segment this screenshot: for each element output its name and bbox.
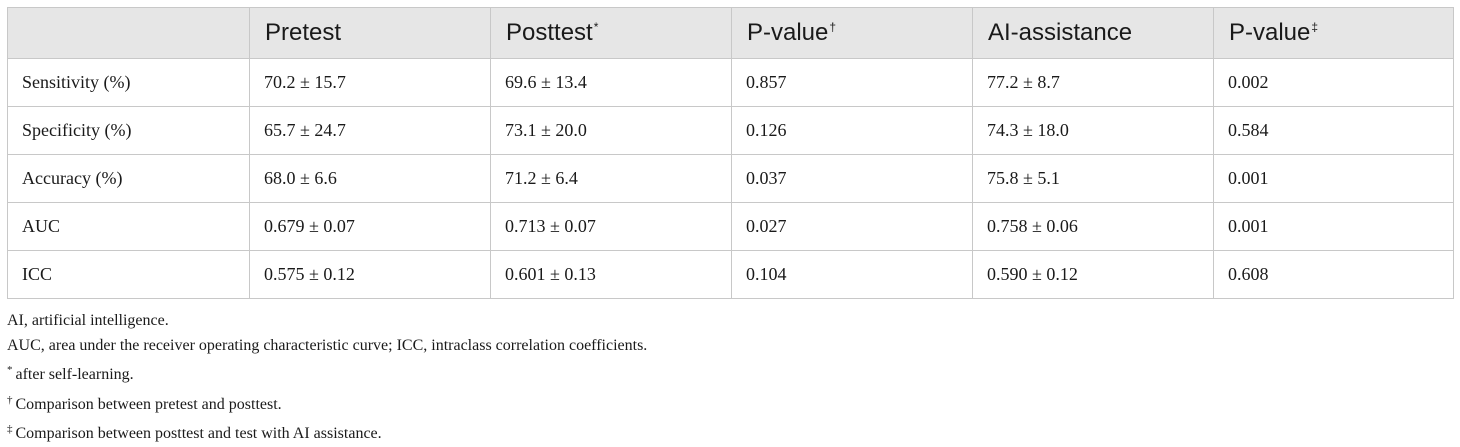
footnote-asterisk: * after self-learning. bbox=[7, 364, 134, 383]
table-cell: 0.679 ± 0.07 bbox=[249, 202, 491, 251]
footnote-mark: * bbox=[7, 364, 13, 376]
footnote-abbrev-auc-icc: AUC, area under the receiver operating c… bbox=[7, 336, 648, 354]
table-cell: 74.3 ± 18.0 bbox=[972, 106, 1214, 155]
table-footnotes: AI, artificial intelligence. AUC, area u… bbox=[7, 309, 647, 447]
row-label: Sensitivity (%) bbox=[7, 58, 250, 107]
table-cell: 0.608 bbox=[1213, 250, 1454, 299]
table-row: ICC 0.575 ± 0.12 0.601 ± 0.13 0.104 0.59… bbox=[7, 250, 1454, 299]
footnote-mark: ‡ bbox=[7, 423, 13, 435]
table-cell: 0.037 bbox=[731, 154, 973, 203]
table-cell: 0.575 ± 0.12 bbox=[249, 250, 491, 299]
header-cell-posttest: Posttest* bbox=[490, 7, 732, 59]
table-cell: 77.2 ± 8.7 bbox=[972, 58, 1214, 107]
table-cell: 0.104 bbox=[731, 250, 973, 299]
header-cell-pretest: Pretest bbox=[249, 7, 491, 59]
table-row: Specificity (%) 65.7 ± 24.7 73.1 ± 20.0 … bbox=[7, 106, 1454, 155]
header-cell-empty bbox=[7, 7, 250, 59]
table-row: Accuracy (%) 68.0 ± 6.6 71.2 ± 6.4 0.037… bbox=[7, 154, 1454, 203]
table-cell: 71.2 ± 6.4 bbox=[490, 154, 732, 203]
header-cell-ai-assistance: AI-assistance bbox=[972, 7, 1214, 59]
table-cell: 0.002 bbox=[1213, 58, 1454, 107]
table-cell: 0.857 bbox=[731, 58, 973, 107]
header-row: Pretest Posttest* P-value† AI-assistance… bbox=[7, 7, 1454, 59]
table-cell: 0.758 ± 0.06 bbox=[972, 202, 1214, 251]
row-label: Accuracy (%) bbox=[7, 154, 250, 203]
results-table: Pretest Posttest* P-value† AI-assistance… bbox=[7, 7, 1454, 299]
row-label: Specificity (%) bbox=[7, 106, 250, 155]
table-cell: 0.001 bbox=[1213, 154, 1454, 203]
header-cell-p-value-2: P-value‡ bbox=[1213, 7, 1454, 59]
table-cell: 73.1 ± 20.0 bbox=[490, 106, 732, 155]
footnote-abbrev-ai: AI, artificial intelligence. bbox=[7, 312, 169, 329]
row-label: ICC bbox=[7, 250, 250, 299]
table-cell: 68.0 ± 6.6 bbox=[249, 154, 491, 203]
table-cell: 65.7 ± 24.7 bbox=[249, 106, 491, 155]
row-label: AUC bbox=[7, 202, 250, 251]
table-cell: 0.713 ± 0.07 bbox=[490, 202, 732, 251]
table-cell: 0.584 bbox=[1213, 106, 1454, 155]
table-cell: 69.6 ± 13.4 bbox=[490, 58, 732, 107]
footnote-double-dagger: ‡ Comparison between posttest and test wi… bbox=[7, 423, 382, 442]
table-row: AUC 0.679 ± 0.07 0.713 ± 0.07 0.027 0.75… bbox=[7, 202, 1454, 251]
footnote-dagger: † Comparison between pretest and posttest… bbox=[7, 393, 282, 413]
table-cell: 75.8 ± 5.1 bbox=[972, 154, 1214, 203]
footnote-mark: † bbox=[7, 393, 13, 406]
table-cell: 0.027 bbox=[731, 202, 973, 251]
table-cell: 0.001 bbox=[1213, 202, 1454, 251]
table-cell: 0.590 ± 0.12 bbox=[972, 250, 1214, 299]
table-cell: 0.126 bbox=[731, 106, 973, 155]
header-cell-p-value-1: P-value† bbox=[731, 7, 973, 59]
table-row: Sensitivity (%) 70.2 ± 15.7 69.6 ± 13.4 … bbox=[7, 58, 1454, 107]
table-cell: 0.601 ± 0.13 bbox=[490, 250, 732, 299]
results-table-container: Pretest Posttest* P-value† AI-assistance… bbox=[7, 7, 1454, 299]
table-cell: 70.2 ± 15.7 bbox=[249, 58, 491, 107]
